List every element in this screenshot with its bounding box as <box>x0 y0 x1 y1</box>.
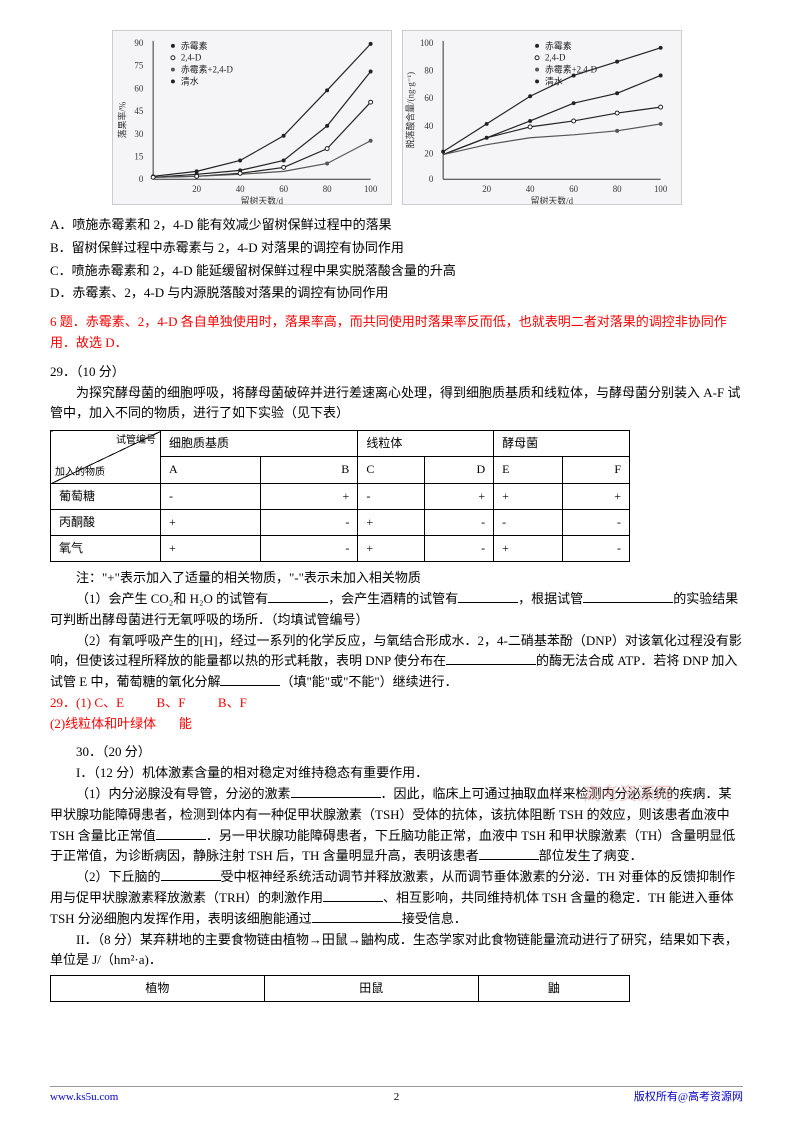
blank[interactable] <box>161 867 221 881</box>
svg-text:0: 0 <box>428 174 433 184</box>
svg-text:20: 20 <box>192 184 201 194</box>
svg-text:80: 80 <box>424 66 433 76</box>
blank[interactable] <box>156 826 206 840</box>
q29-note: 注："+"表示加入了适量的相关物质，"-"表示未加入相关物质 <box>50 568 743 589</box>
q30-head: 30．（20 分） <box>50 742 743 763</box>
table-row: 葡萄糖 - + - + + + <box>51 483 630 509</box>
blank[interactable] <box>220 672 280 686</box>
subcol: B <box>260 457 357 483</box>
footer-link[interactable]: www.ks5u.com <box>50 1089 118 1107</box>
blank[interactable] <box>446 651 536 665</box>
blank[interactable] <box>268 589 328 603</box>
charts-row: 90 75 60 45 30 15 0 20 40 60 80 100 留树天数… <box>50 30 743 205</box>
energy-col: 鼬 <box>478 976 629 1002</box>
q29-p1: （1）会产生 CO₂和 H₂O 的试管有，会产生酒精的试管有，根据试管的实验结果… <box>50 589 743 631</box>
blank[interactable] <box>583 589 673 603</box>
col-group-1: 线粒体 <box>358 431 494 457</box>
svg-text:100: 100 <box>363 184 377 194</box>
svg-text:赤霉素+2,4-D: 赤霉素+2,4-D <box>544 64 597 75</box>
option-a: A．喷施赤霉素和 2，4-D 能有效减少留树保鲜过程中的落果 <box>50 215 743 236</box>
svg-text:赤霉素+2,4-D: 赤霉素+2,4-D <box>180 64 233 75</box>
watermark: 高考资源网 <box>583 780 673 809</box>
options-block: A．喷施赤霉素和 2，4-D 能有效减少留树保鲜过程中的落果 B．留树保鲜过程中… <box>50 215 743 304</box>
energy-col: 田鼠 <box>264 976 478 1002</box>
blank[interactable] <box>312 909 402 923</box>
answer-6: 6 题．赤霉素、2，4-D 各自单独使用时，落果率高，而共同使用时落果率反而低，… <box>50 312 743 354</box>
svg-text:赤霉素: 赤霉素 <box>544 40 571 51</box>
svg-text:30: 30 <box>134 129 143 139</box>
svg-text:80: 80 <box>612 184 621 194</box>
table-row: 丙酮酸 + - + - - - <box>51 509 630 535</box>
svg-text:45: 45 <box>134 106 143 116</box>
col-group-0: 细胞质基质 <box>161 431 358 457</box>
subcol: E <box>494 457 563 483</box>
option-b: B．留树保鲜过程中赤霉素与 2，4-D 对落果的调控有协同作用 <box>50 238 743 259</box>
table-row: 氧气 + - + - + - <box>51 535 630 561</box>
svg-text:赤霉素: 赤霉素 <box>180 40 207 51</box>
footer-copyright: 版权所有@高考资源网 <box>634 1089 743 1107</box>
q29-ans1: 29．(1) C、E B、F B、F <box>50 693 743 714</box>
blank[interactable] <box>291 784 381 798</box>
svg-text:75: 75 <box>134 61 143 71</box>
subcol: F <box>562 457 629 483</box>
chart-right-aba: 100 80 60 40 20 0 20 40 60 80 100 留树天数/d… <box>402 30 682 205</box>
energy-table: 植物 田鼠 鼬 <box>50 975 630 1002</box>
svg-text:20: 20 <box>482 184 491 194</box>
energy-col: 植物 <box>51 976 265 1002</box>
svg-text:落果率/%: 落果率/% <box>116 101 127 138</box>
svg-text:15: 15 <box>134 152 143 162</box>
svg-text:清水: 清水 <box>544 75 562 86</box>
svg-text:40: 40 <box>525 184 534 194</box>
diag-header: 试管编号 加入的物质 <box>51 431 161 483</box>
q30-p2: （2）下丘脑的受中枢神经系统活动调节并释放激素，从而调节垂体激素的分泌．TH 对… <box>50 867 743 929</box>
q29-head: 29．（10 分） <box>50 362 743 383</box>
svg-text:40: 40 <box>424 121 433 131</box>
col-group-2: 酵母菌 <box>494 431 630 457</box>
chart-left-fruit-drop: 90 75 60 45 30 15 0 20 40 60 80 100 留树天数… <box>112 30 392 205</box>
svg-text:60: 60 <box>569 184 578 194</box>
svg-text:留树天数/d: 留树天数/d <box>530 195 573 204</box>
svg-text:60: 60 <box>424 93 433 103</box>
svg-text:60: 60 <box>279 184 288 194</box>
svg-text:留树天数/d: 留树天数/d <box>240 195 283 204</box>
option-c: C．喷施赤霉素和 2，4-D 能延缓留树保鲜过程中果实脱落酸含量的升高 <box>50 261 743 282</box>
subcol: D <box>425 457 494 483</box>
page-footer: www.ks5u.com 2 版权所有@高考资源网 <box>50 1086 743 1107</box>
q29-intro: 为探究酵母菌的细胞呼吸，将酵母菌破碎并进行差速离心处理，得到细胞质基质和线粒体，… <box>50 383 743 425</box>
page-number: 2 <box>394 1089 400 1107</box>
blank[interactable] <box>458 589 518 603</box>
subcol: C <box>358 457 425 483</box>
q29: 29．（10 分） 为探究酵母菌的细胞呼吸，将酵母菌破碎并进行差速离心处理，得到… <box>50 362 743 735</box>
svg-text:80: 80 <box>322 184 331 194</box>
q29-table: 试管编号 加入的物质 细胞质基质 线粒体 酵母菌 A B C D E F 葡萄糖… <box>50 430 630 562</box>
blank[interactable] <box>323 888 383 902</box>
q29-ans2: (2)线粒体和叶绿体 能 <box>50 714 743 735</box>
svg-text:脱落酸含量/(ng·g⁻¹): 脱落酸含量/(ng·g⁻¹) <box>404 72 415 148</box>
svg-text:40: 40 <box>235 184 244 194</box>
svg-text:0: 0 <box>138 174 143 184</box>
svg-text:清水: 清水 <box>180 75 198 86</box>
svg-text:2,4-D: 2,4-D <box>544 53 565 63</box>
svg-text:90: 90 <box>134 38 143 48</box>
option-d: D．赤霉素、2，4-D 与内源脱落酸对落果的调控有协同作用 <box>50 283 743 304</box>
svg-text:100: 100 <box>419 38 433 48</box>
q29-p2: （2）有氧呼吸产生的[H]，经过一系列的化学反应，与氧结合形成水．2，4-二硝基… <box>50 631 743 693</box>
svg-text:100: 100 <box>653 184 667 194</box>
blank[interactable] <box>479 846 539 860</box>
svg-text:2,4-D: 2,4-D <box>180 53 201 63</box>
q30-part2-head: II．（8 分）某弃耕地的主要食物链由植物→田鼠→鼬构成．生态学家对此食物链能量… <box>50 930 743 972</box>
svg-text:20: 20 <box>424 149 433 159</box>
svg-text:60: 60 <box>134 83 143 93</box>
subcol: A <box>161 457 261 483</box>
